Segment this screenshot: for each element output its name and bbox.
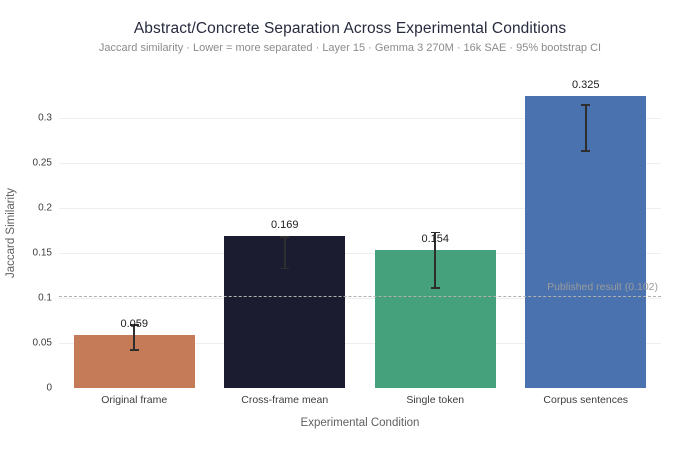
bar-value-label: 0.059 xyxy=(120,317,149,330)
reference-line-label: Published result (0.102) xyxy=(547,281,658,294)
x-tick-label: Cross-frame mean xyxy=(241,394,329,406)
x-tick-label: Corpus sentences xyxy=(543,394,629,406)
bar-value-label: 0.154 xyxy=(421,232,450,245)
chart-title: Abstract/Concrete Separation Across Expe… xyxy=(133,20,567,37)
bar-value-label: 0.325 xyxy=(571,78,600,91)
error-bar-cap xyxy=(280,267,290,270)
y-tick-label: 0.15 xyxy=(32,247,52,259)
reference-line xyxy=(59,296,661,298)
error-bar xyxy=(133,325,136,351)
gridline xyxy=(59,253,661,255)
y-tick-label: 0.05 xyxy=(32,337,52,349)
error-bar-cap xyxy=(581,149,591,152)
x-tick-label: Original frame xyxy=(101,394,168,406)
error-bar-cap xyxy=(129,324,139,326)
plot-area: 0 0.05 0.1 0.15 0.2 0.25 0.3 Published result (… xyxy=(33,78,661,406)
error-bar-cap xyxy=(430,231,440,234)
gridline xyxy=(59,163,661,165)
chart-subtitle: Jaccard similarity · Lower = more separa… xyxy=(98,42,602,54)
error-bar-cap xyxy=(430,287,440,290)
y-tick-label: 0 xyxy=(46,382,52,394)
y-tick-label: 0.2 xyxy=(38,202,52,214)
gridline xyxy=(59,208,661,210)
y-tick-label: 0.1 xyxy=(38,292,52,304)
bar-value-label: 0.169 xyxy=(270,219,299,232)
error-bar xyxy=(584,104,587,151)
y-axis-title: Jaccard Similarity xyxy=(5,187,17,279)
gridline xyxy=(59,118,661,120)
error-bar-cap xyxy=(581,104,591,106)
error-bar-cap xyxy=(280,236,290,238)
x-tick-label: Single token xyxy=(406,394,465,406)
gridline xyxy=(59,343,661,345)
y-tick-label: 0.25 xyxy=(32,157,52,169)
error-bar xyxy=(434,232,437,289)
error-bar-cap xyxy=(129,349,139,352)
gridline xyxy=(59,298,661,300)
x-axis-title: Experimental Condition xyxy=(300,417,420,429)
y-tick-label: 0.3 xyxy=(38,112,52,124)
error-bar xyxy=(283,237,286,269)
